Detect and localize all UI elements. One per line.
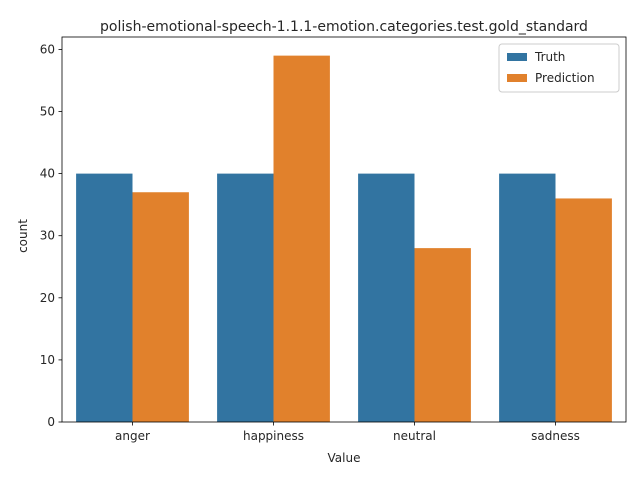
y-tick-label: 50 [40, 105, 55, 119]
bar-truth-happiness [217, 173, 274, 422]
y-axis-ticks: 0 10 20 30 40 50 60 [40, 42, 62, 429]
legend-frame [498, 43, 620, 93]
legend: Truth Prediction [498, 43, 620, 93]
legend-swatch-truth [507, 53, 527, 61]
plot-frame [61, 36, 627, 423]
bar-prediction-sadness [555, 198, 612, 422]
y-axis-label: count [16, 219, 30, 253]
y-tick-label: 0 [47, 415, 55, 429]
bar-truth-neutral [358, 173, 415, 422]
bar-prediction-happiness [273, 55, 330, 423]
legend-label-truth: Truth [534, 50, 565, 64]
y-tick-label: 10 [40, 353, 55, 367]
x-tick-label: sadness [531, 429, 580, 443]
y-tick-label: 40 [40, 167, 55, 181]
x-axis-label: Value [328, 451, 361, 465]
legend-label-prediction: Prediction [535, 71, 595, 85]
chart-title: polish-emotional-speech-1.1.1-emotion.ca… [100, 19, 588, 35]
y-tick-label: 30 [40, 229, 55, 243]
bars-group [76, 55, 612, 423]
x-axis-ticks: anger happiness neutral sadness [115, 422, 580, 443]
bar-prediction-neutral [414, 248, 471, 422]
bar-prediction-anger [132, 192, 189, 422]
y-tick-label: 60 [40, 42, 55, 56]
bar-truth-sadness [499, 173, 556, 422]
plot-area: anger happiness neutral sadness 0 10 20 30 40 50… [40, 36, 627, 443]
x-tick-label: happiness [243, 429, 304, 443]
x-tick-label: neutral [393, 429, 436, 443]
legend-swatch-prediction [507, 74, 527, 82]
x-tick-label: anger [115, 429, 150, 443]
bar-truth-anger [76, 173, 133, 422]
y-tick-label: 20 [40, 291, 55, 305]
